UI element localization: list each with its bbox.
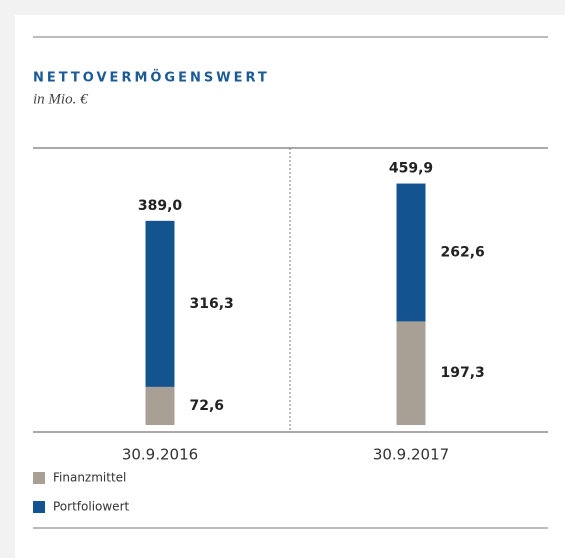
- total-label: 459,9: [389, 161, 433, 177]
- legend-label: Finanzmittel: [53, 471, 126, 485]
- bar-segment: [396, 321, 426, 425]
- chart-title: NETTOVERMÖGENSWERT: [33, 70, 270, 86]
- bar-segment: [145, 386, 175, 425]
- x-tick-label: 30.9.2017: [373, 446, 449, 464]
- chart-subtitle: in Mio. €: [33, 91, 89, 107]
- data-label: 316,3: [190, 296, 234, 312]
- bar-segment: [396, 183, 426, 322]
- panel: [15, 15, 565, 558]
- legend-label: Portfoliowert: [53, 500, 129, 514]
- data-label: 72,6: [190, 398, 225, 414]
- total-label: 389,0: [138, 198, 183, 214]
- bar-segment: [145, 220, 175, 387]
- data-label: 197,3: [441, 365, 485, 381]
- legend-swatch: [33, 501, 45, 513]
- data-label: 262,6: [441, 244, 485, 260]
- legend-swatch: [33, 472, 45, 484]
- x-tick-label: 30.9.2016: [122, 446, 198, 464]
